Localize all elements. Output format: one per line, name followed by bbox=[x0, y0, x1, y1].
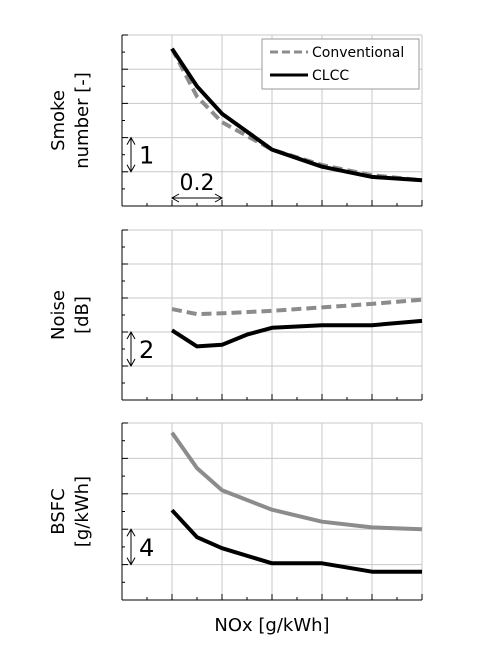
y-axis-label-line: [dB] bbox=[72, 296, 93, 334]
legend-box bbox=[261, 38, 420, 90]
scale-arrowhead bbox=[126, 528, 136, 537]
scale-arrowhead bbox=[126, 557, 136, 566]
legend-label: Conventional bbox=[312, 45, 404, 61]
y-axis-label-line: Smoke bbox=[48, 90, 69, 151]
scale-arrowhead bbox=[170, 193, 180, 203]
series-line-clcc bbox=[170, 508, 422, 574]
scale-value-y: 2 bbox=[139, 336, 154, 364]
panel-3: BSFC [g/kWh] 4 bbox=[48, 422, 423, 601]
scale-arrowhead bbox=[126, 358, 136, 368]
y-axis-label-line: Noise bbox=[48, 290, 69, 340]
y-axis-label-line: [g/kWh] bbox=[72, 476, 93, 547]
series-line-conventional bbox=[170, 47, 423, 183]
series-line-clcc bbox=[170, 47, 423, 183]
panel-2: Noise [dB] 2 bbox=[48, 229, 423, 401]
scale-arrowhead bbox=[126, 330, 136, 340]
scale-arrowhead bbox=[214, 193, 224, 203]
x-axis-label: NOx [g/kWh] bbox=[214, 615, 329, 636]
scale-value-y: 1 bbox=[139, 142, 154, 170]
y-axis-label-line: BSFC bbox=[48, 488, 69, 534]
y-axis-label-line: number [-] bbox=[72, 72, 93, 169]
series-line-clcc bbox=[170, 318, 423, 349]
panel-1: Smoke number [-] 1 0.2 Conventional CLCC bbox=[48, 34, 423, 207]
scale-value-y: 4 bbox=[139, 534, 154, 562]
legend-label: CLCC bbox=[312, 68, 349, 84]
scale-value-x: 0.2 bbox=[180, 171, 215, 196]
series-line-conventional bbox=[170, 431, 423, 532]
scale-arrowhead bbox=[126, 136, 136, 145]
series-line-conventional bbox=[171, 297, 423, 317]
scale-arrowhead bbox=[126, 164, 136, 173]
